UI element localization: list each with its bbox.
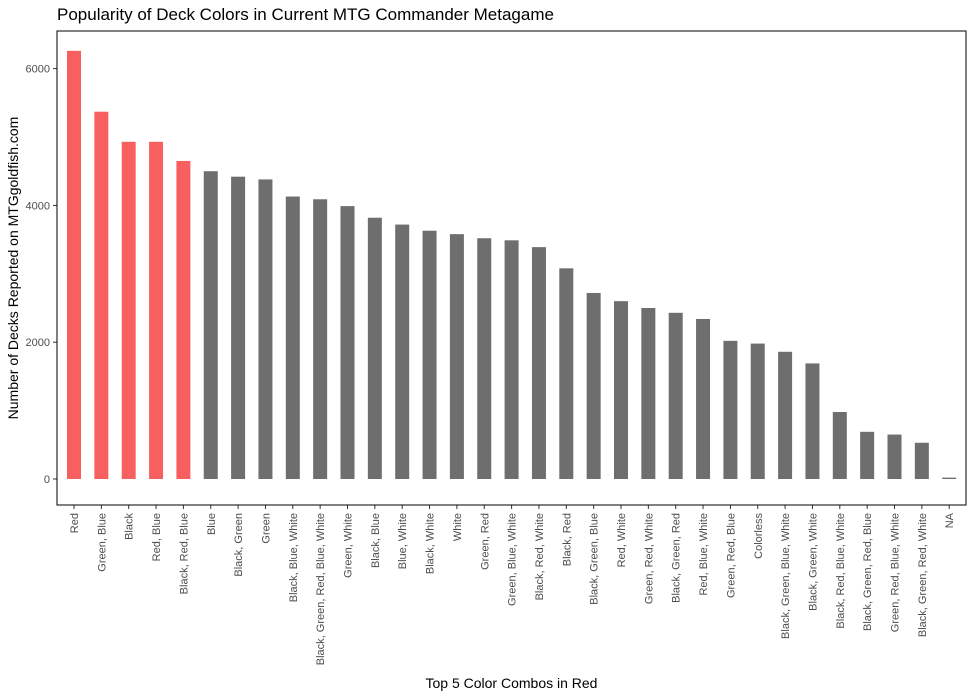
bar	[285, 196, 300, 479]
bar	[149, 141, 164, 480]
bar	[559, 268, 574, 480]
bar	[258, 179, 273, 480]
bar	[832, 411, 847, 480]
bar	[668, 312, 683, 480]
x-tick-label: Black, Green, White	[807, 513, 819, 611]
x-tick-label: Black, Green, Red, Blue, White	[315, 513, 327, 665]
x-axis-label: Top 5 Color Combos in Red	[426, 675, 598, 691]
x-tick-label: Red	[69, 513, 81, 533]
chart-title: Popularity of Deck Colors in Current MTG…	[57, 5, 554, 24]
x-tick-label: Green, White	[343, 513, 355, 578]
x-tick-label: Black, Red, Blue, White	[835, 513, 847, 629]
x-tick-label: Black	[124, 513, 136, 540]
y-axis-label: Number of Decks Reported on MTGgoldfish.…	[5, 117, 21, 420]
x-tick-label: Red, Blue	[151, 513, 163, 561]
x-tick-label: Black, Blue	[370, 513, 382, 568]
x-tick-label: Black, Green, Blue, White	[780, 513, 792, 639]
x-tick-label: NA	[944, 512, 956, 528]
x-tick-label: Black, Red, White	[534, 513, 546, 600]
bar	[121, 141, 136, 480]
bar	[942, 477, 957, 480]
bar	[449, 234, 464, 480]
bar	[367, 217, 382, 480]
x-tick-label: Green, Red, White	[643, 513, 655, 604]
bar	[914, 442, 929, 480]
x-tick-label: Red, Blue, White	[698, 513, 710, 596]
bar	[203, 171, 218, 480]
bar	[395, 224, 410, 480]
y-tick-label: 6000	[26, 64, 50, 76]
x-tick-label: Black, White	[425, 513, 437, 574]
x-tick-label: Green, Red	[479, 513, 491, 570]
bar	[94, 111, 109, 480]
bar	[696, 318, 711, 480]
x-tick-label: Black, Green, Blue	[589, 513, 601, 605]
x-tick-label: Green, Blue	[96, 513, 108, 572]
bar	[887, 434, 902, 480]
x-tick-label: Green, Red, Blue, White	[890, 513, 902, 632]
bar	[477, 238, 492, 480]
x-axis: Red Green, Blue Black Red, Blue Black, Red, …	[69, 505, 956, 665]
bars-group	[67, 50, 957, 480]
x-tick-label: Black, Red	[561, 513, 573, 566]
bar	[586, 292, 601, 480]
bar	[778, 351, 793, 480]
bar	[340, 206, 355, 480]
x-tick-label: Blue, White	[397, 513, 409, 569]
bar	[422, 230, 437, 480]
x-tick-label: Green, Blue, White	[507, 513, 519, 606]
x-tick-label: Red, White	[616, 513, 628, 567]
bar	[860, 431, 875, 479]
bar	[504, 240, 519, 480]
x-tick-label: Black, Green	[233, 513, 245, 577]
x-tick-label: Black, Blue, White	[288, 513, 300, 602]
x-tick-label: Black, Red, Blue	[178, 513, 190, 594]
x-tick-label: Blue	[206, 513, 218, 535]
bar	[531, 247, 546, 480]
x-tick-label: Green	[260, 513, 272, 544]
bar	[231, 176, 246, 480]
bar	[723, 340, 738, 479]
bar	[805, 363, 820, 480]
y-axis: 0 2000 4000 6000	[26, 64, 57, 486]
bar	[67, 50, 81, 480]
bar	[750, 343, 765, 480]
y-tick-label: 0	[44, 474, 50, 486]
x-tick-label: Colorless	[753, 513, 765, 559]
bar	[176, 160, 191, 480]
bar	[614, 301, 628, 480]
x-tick-label: Black, Green, Red	[671, 513, 683, 603]
bar	[313, 199, 328, 480]
x-tick-label: Black, Green, Red, White	[917, 513, 929, 637]
y-tick-label: 4000	[26, 200, 50, 212]
plot-panel-border	[56, 30, 967, 506]
x-tick-label: Black, Green, Red, Blue	[862, 513, 874, 631]
x-tick-label: White	[452, 513, 464, 541]
bar	[641, 308, 656, 480]
y-tick-label: 2000	[26, 337, 50, 349]
x-tick-label: Green, Red, Blue	[725, 513, 737, 598]
